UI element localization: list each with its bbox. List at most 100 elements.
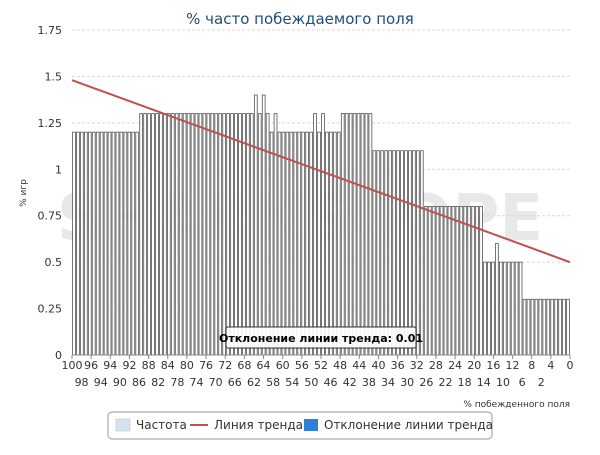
bar[interactable] — [230, 113, 234, 356]
bar[interactable] — [522, 298, 527, 356]
bar[interactable] — [131, 131, 136, 356]
bar[interactable] — [404, 150, 408, 356]
bar[interactable] — [439, 206, 444, 356]
bar[interactable] — [246, 113, 250, 356]
bar[interactable] — [309, 131, 313, 356]
bar[interactable] — [518, 261, 523, 356]
bar[interactable] — [333, 131, 337, 356]
bar[interactable] — [190, 113, 195, 356]
bar[interactable] — [368, 113, 373, 356]
bar[interactable] — [396, 150, 400, 356]
bar[interactable] — [558, 298, 562, 356]
bar[interactable] — [495, 243, 499, 356]
bar[interactable] — [538, 298, 543, 356]
bar[interactable] — [95, 131, 100, 356]
bar[interactable] — [115, 131, 120, 356]
bar[interactable] — [167, 113, 171, 356]
bar[interactable] — [431, 206, 436, 356]
bar[interactable] — [419, 150, 424, 356]
bar[interactable] — [170, 113, 175, 356]
bar[interactable] — [194, 113, 199, 356]
bar[interactable] — [487, 261, 491, 356]
bar[interactable] — [329, 131, 333, 356]
bar[interactable] — [471, 206, 475, 356]
legend-item-deviation[interactable]: Отклонение линии тренда — [304, 418, 493, 432]
bar[interactable] — [344, 113, 349, 356]
bar[interactable] — [530, 298, 535, 356]
bar[interactable] — [400, 150, 404, 356]
bar[interactable] — [238, 113, 242, 356]
bar[interactable] — [226, 113, 230, 356]
bar[interactable] — [325, 131, 329, 356]
bar[interactable] — [265, 113, 270, 356]
bar[interactable] — [514, 261, 519, 356]
bar[interactable] — [423, 206, 428, 356]
bar[interactable] — [143, 113, 147, 356]
bar[interactable] — [250, 113, 254, 356]
bar[interactable] — [554, 298, 558, 356]
bar[interactable] — [123, 131, 128, 356]
bar[interactable] — [463, 206, 468, 356]
bar[interactable] — [562, 298, 566, 356]
bar[interactable] — [253, 94, 258, 356]
bar[interactable] — [107, 131, 112, 356]
bar[interactable] — [186, 113, 191, 356]
bar[interactable] — [289, 131, 294, 356]
bar[interactable] — [178, 113, 183, 356]
bar[interactable] — [313, 113, 317, 356]
bar[interactable] — [467, 206, 472, 356]
bar[interactable] — [151, 113, 155, 356]
bar[interactable] — [364, 113, 369, 356]
bar[interactable] — [182, 113, 187, 356]
bar[interactable] — [526, 298, 531, 356]
bar[interactable] — [242, 113, 246, 356]
bar[interactable] — [155, 113, 159, 356]
bar[interactable] — [352, 113, 357, 356]
bar[interactable] — [277, 131, 282, 356]
bar[interactable] — [502, 261, 507, 356]
bar[interactable] — [392, 150, 396, 356]
bar[interactable] — [87, 131, 92, 356]
bar[interactable] — [510, 261, 515, 356]
bar[interactable] — [388, 150, 392, 356]
bar[interactable] — [103, 131, 108, 356]
bar[interactable] — [451, 206, 456, 356]
bar[interactable] — [147, 113, 151, 356]
bar[interactable] — [139, 113, 143, 356]
bar[interactable] — [384, 150, 389, 356]
bar[interactable] — [340, 113, 345, 356]
bar[interactable] — [491, 261, 495, 356]
bar[interactable] — [210, 113, 215, 356]
bar[interactable] — [84, 131, 88, 356]
bar[interactable] — [317, 131, 321, 356]
bar[interactable] — [119, 131, 124, 356]
bar[interactable] — [321, 113, 325, 356]
bar[interactable] — [435, 206, 440, 356]
bar[interactable] — [80, 131, 84, 356]
legend-item-frequency[interactable]: Частота — [115, 418, 187, 432]
bar[interactable] — [163, 113, 167, 356]
bar[interactable] — [218, 113, 223, 356]
bar[interactable] — [372, 150, 377, 356]
bar[interactable] — [72, 131, 76, 356]
bar[interactable] — [281, 131, 286, 356]
bar[interactable] — [546, 298, 551, 356]
bar[interactable] — [416, 150, 420, 356]
bar[interactable] — [76, 131, 80, 356]
bar[interactable] — [135, 131, 140, 356]
bar[interactable] — [285, 131, 290, 356]
bar[interactable] — [447, 206, 452, 356]
bar[interactable] — [360, 113, 365, 356]
bar[interactable] — [214, 113, 219, 356]
bar[interactable] — [234, 113, 238, 356]
bar[interactable] — [542, 298, 547, 356]
bar[interactable] — [499, 261, 503, 356]
bar[interactable] — [127, 131, 132, 356]
bar[interactable] — [269, 131, 274, 356]
bar[interactable] — [159, 113, 163, 356]
bar[interactable] — [566, 298, 570, 356]
bar[interactable] — [222, 113, 226, 356]
bar[interactable] — [534, 298, 539, 356]
bar[interactable] — [111, 131, 116, 356]
bar[interactable] — [455, 206, 460, 356]
